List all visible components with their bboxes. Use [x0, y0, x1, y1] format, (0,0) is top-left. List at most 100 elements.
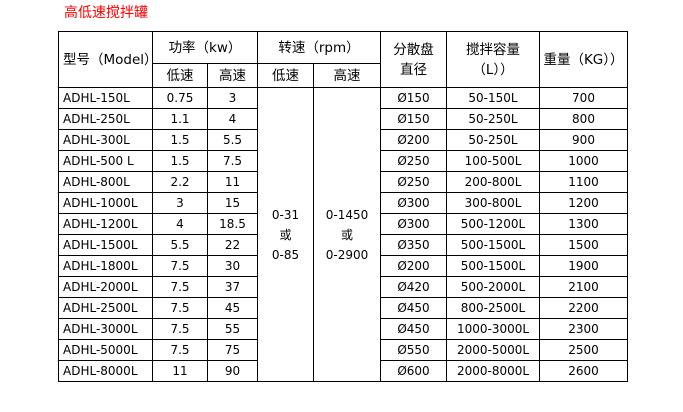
cell-power-low: 1.1	[152, 108, 208, 130]
cell-power-low: 7.5	[152, 255, 208, 277]
cell-power-high: 7.5	[207, 150, 258, 172]
cell-weight: 2100	[539, 276, 628, 298]
table-row: ADHL-2500L 7.5 45 Ø450 800-2500L 2200	[58, 297, 628, 319]
cell-power-low: 0.75	[152, 87, 208, 109]
cell-model: ADHL-300L	[58, 129, 153, 151]
cell-weight: 1200	[539, 192, 628, 214]
cell-disc-diameter: Ø250	[380, 171, 447, 193]
cell-weight: 2500	[539, 339, 628, 361]
header-disc-diameter: 分散盘 直径	[380, 31, 447, 88]
cell-model: ADHL-2500L	[58, 297, 153, 319]
header-speed-low: 低速	[257, 63, 314, 88]
cell-disc-diameter: Ø420	[380, 276, 447, 298]
cell-capacity: 2000-8000L	[446, 360, 540, 382]
cell-capacity: 2000-5000L	[446, 339, 540, 361]
header-power-high: 高速	[207, 63, 258, 88]
cell-power-high: 3	[207, 87, 258, 109]
cell-power-high: 75	[207, 339, 258, 361]
cell-capacity: 500-1500L	[446, 255, 540, 277]
cell-capacity: 500-1500L	[446, 234, 540, 256]
table-row: ADHL-300L 1.5 5.5 Ø200 50-250L 900	[58, 129, 628, 151]
spec-table: 型号（Model） 功率（kw） 转速（rpm） 分散盘 直径 搅拌容量 （L）） …	[58, 31, 628, 382]
cell-weight: 700	[539, 87, 628, 109]
cell-model: ADHL-1000L	[58, 192, 153, 214]
cell-disc-diameter: Ø600	[380, 360, 447, 382]
cell-weight: 1000	[539, 150, 628, 172]
cell-power-low: 4	[152, 213, 208, 235]
cell-disc-diameter: Ø250	[380, 150, 447, 172]
cell-weight: 1900	[539, 255, 628, 277]
cell-weight: 1500	[539, 234, 628, 256]
cell-capacity: 500-1200L	[446, 213, 540, 235]
cell-disc-diameter: Ø450	[380, 318, 447, 340]
header-speed: 转速（rpm）	[257, 31, 381, 64]
cell-model: ADHL-3000L	[58, 318, 153, 340]
cell-power-high: 45	[207, 297, 258, 319]
cell-model: ADHL-2000L	[58, 276, 153, 298]
cell-power-low: 7.5	[152, 318, 208, 340]
speed-high-cell: 0-1450 或 0-2900	[313, 87, 381, 382]
cell-model: ADHL-5000L	[58, 339, 153, 361]
cell-power-high: 37	[207, 276, 258, 298]
cell-model: ADHL-500 L	[58, 150, 153, 172]
cell-power-low: 3	[152, 192, 208, 214]
cell-power-high: 15	[207, 192, 258, 214]
table-row: ADHL-1200L 4 18.5 Ø300 500-1200L 1300	[58, 213, 628, 235]
cell-power-low: 2.2	[152, 171, 208, 193]
table-row: ADHL-1500L 5.5 22 Ø350 500-1500L 1500	[58, 234, 628, 256]
speed-low-cell: 0-31 或 0-85	[257, 87, 314, 382]
cell-capacity: 50-250L	[446, 108, 540, 130]
header-weight: 重量（KG））	[539, 31, 628, 88]
cell-model: ADHL-8000L	[58, 360, 153, 382]
cell-model: ADHL-1500L	[58, 234, 153, 256]
cell-power-low: 1.5	[152, 129, 208, 151]
cell-capacity: 300-800L	[446, 192, 540, 214]
cell-capacity: 200-800L	[446, 171, 540, 193]
cell-capacity: 100-500L	[446, 150, 540, 172]
table-row: ADHL-2000L 7.5 37 Ø420 500-2000L 2100	[58, 276, 628, 298]
cell-capacity: 50-250L	[446, 129, 540, 151]
cell-power-high: 5.5	[207, 129, 258, 151]
cell-power-high: 11	[207, 171, 258, 193]
cell-model: ADHL-1800L	[58, 255, 153, 277]
cell-disc-diameter: Ø150	[380, 108, 447, 130]
cell-model: ADHL-150L	[58, 87, 153, 109]
cell-weight: 1100	[539, 171, 628, 193]
cell-disc-diameter: Ø150	[380, 87, 447, 109]
cell-capacity: 500-2000L	[446, 276, 540, 298]
cell-power-high: 18.5	[207, 213, 258, 235]
header-power-low: 低速	[152, 63, 208, 88]
cell-power-low: 1.5	[152, 150, 208, 172]
cell-power-high: 4	[207, 108, 258, 130]
cell-disc-diameter: Ø550	[380, 339, 447, 361]
cell-weight: 2300	[539, 318, 628, 340]
cell-disc-diameter: Ø350	[380, 234, 447, 256]
cell-model: ADHL-800L	[58, 171, 153, 193]
cell-capacity: 800-2500L	[446, 297, 540, 319]
cell-disc-diameter: Ø300	[380, 192, 447, 214]
cell-weight: 900	[539, 129, 628, 151]
cell-power-high: 55	[207, 318, 258, 340]
cell-model: ADHL-1200L	[58, 213, 153, 235]
cell-power-high: 22	[207, 234, 258, 256]
cell-disc-diameter: Ø450	[380, 297, 447, 319]
cell-disc-diameter: Ø200	[380, 129, 447, 151]
header-speed-high: 高速	[313, 63, 381, 88]
cell-power-low: 5.5	[152, 234, 208, 256]
table-row: ADHL-3000L 7.5 55 Ø450 1000-3000L 2300	[58, 318, 628, 340]
page-title: 高低速搅拌罐	[64, 5, 148, 21]
cell-disc-diameter: Ø300	[380, 213, 447, 235]
table-row: ADHL-150L 0.75 3 0-31 或 0-85 0-1450 或 0-2900 Ø150…	[58, 87, 628, 382]
cell-disc-diameter: Ø200	[380, 255, 447, 277]
cell-power-low: 7.5	[152, 276, 208, 298]
cell-power-high: 90	[207, 360, 258, 382]
header-model: 型号（Model）	[58, 31, 158, 88]
cell-model: ADHL-250L	[58, 108, 153, 130]
header-capacity: 搅拌容量 （L））	[446, 31, 540, 88]
cell-power-low: 7.5	[152, 339, 208, 361]
cell-weight: 2600	[539, 360, 628, 382]
cell-power-low: 11	[152, 360, 208, 382]
cell-weight: 1300	[539, 213, 628, 235]
cell-power-high: 30	[207, 255, 258, 277]
table-row: ADHL-8000L 11 90 Ø600 2000-8000L 2600	[58, 360, 628, 382]
